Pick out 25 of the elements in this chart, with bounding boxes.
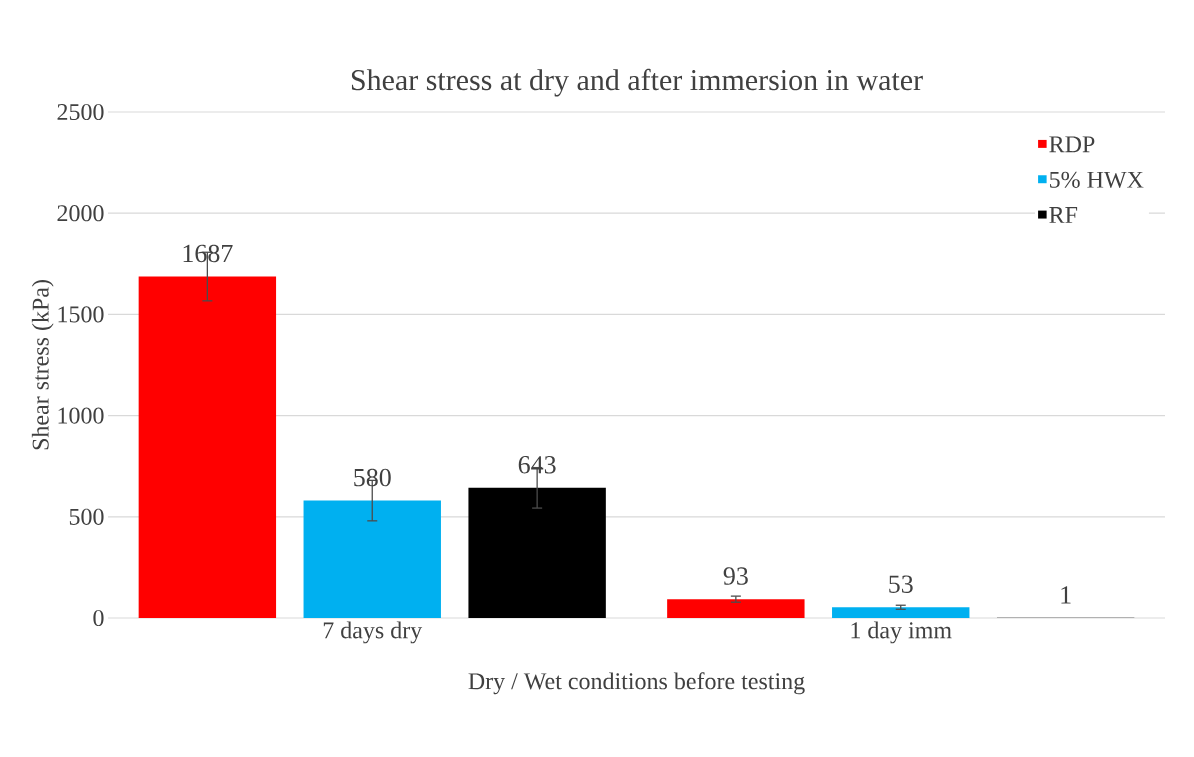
y-tick-label: 1500 (58, 306, 104, 323)
y-tick-label: 0 (93, 609, 104, 627)
x-tick-label: 1 day imm (851, 621, 952, 644)
bar (667, 599, 805, 618)
y-tick-label: 2000 (57, 205, 104, 222)
y-tick-label: 500 (69, 508, 104, 525)
data-label: 93 (723, 567, 748, 585)
data-label: 1 (1061, 586, 1071, 604)
y-tick-label: 1000 (58, 407, 104, 424)
x-axis-title: Dry / Wet conditions before testing (468, 672, 805, 695)
bar (303, 500, 441, 618)
bar (468, 487, 606, 618)
bar (138, 276, 277, 618)
data-label: 643 (518, 456, 556, 474)
legend-label: RF (1049, 207, 1078, 223)
data-label: 1687 (183, 244, 233, 263)
y-tick-label: 2500 (57, 103, 104, 121)
bar (832, 607, 970, 618)
y-axis-title: Shear stress (kPa) (31, 280, 54, 450)
x-tick-label: 7 days dry (323, 621, 423, 644)
data-label: 580 (354, 468, 391, 487)
legend-label: 5% HWX (1050, 171, 1144, 188)
chart-title: Shear stress at dry and after immersion in water (351, 68, 923, 97)
legend-label: RDP (1049, 136, 1095, 153)
data-label: 53 (889, 575, 913, 593)
